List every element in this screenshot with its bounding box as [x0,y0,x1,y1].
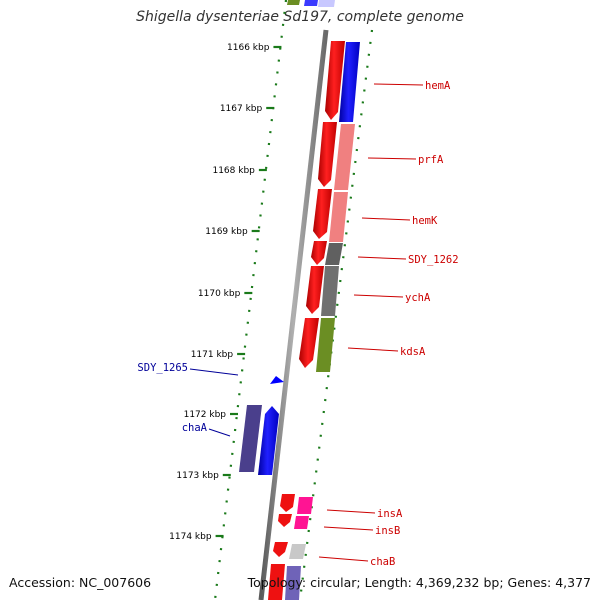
gene-prfA [334,124,355,190]
label-leader [373,83,424,86]
label-leader [323,526,374,531]
tick-guide-right [298,29,374,600]
tick-label: 1167 kbp [220,104,263,114]
tick-layer: 1166 kbp 1167 kbp 1168 kbp 1169 kbp 1170 kbp… [169,43,282,542]
gene-label: hemA [425,80,451,92]
gene-hemA [339,42,360,122]
tick-label: 1173 kbp [176,471,219,481]
tick-label: 1168 kbp [212,166,255,176]
label-leader [367,157,417,160]
gene-label: prfA [418,154,444,166]
backbone-line [258,29,329,600]
label-leader [357,256,407,260]
gene-label: insA [377,508,403,520]
gene-insB [294,516,309,529]
tick-label: 1166 kbp [227,43,270,53]
gene-kdsA [316,318,335,372]
gene-label: chaB [370,556,395,568]
gene-ychA [321,266,339,316]
gene-insB-red [278,514,292,527]
gene-chaB [289,544,306,559]
gene-label: insB [375,525,400,537]
gene-purple [239,405,262,472]
gene-red-2 [318,122,337,187]
tick-label: 1171 kbp [191,350,234,360]
gene-SDY_1262 [325,243,343,265]
label-layer: hemA prfA hemK SDY_1262 ychA kdsA insA insB chaB… [137,80,458,568]
label-leader [361,217,411,221]
label-leader [353,294,404,298]
gene-bottom-blue [285,566,301,600]
label-leader [326,509,376,514]
gene-stub-blue [304,0,318,6]
gene-red-4 [311,241,327,265]
gene-label: ychA [405,292,431,304]
gene-bottom-red [268,564,285,600]
accession-text: Accession: NC_007606 [9,575,152,590]
gene-chaA [258,406,279,475]
gene-label: SDY_1262 [408,254,459,266]
tick-label: 1169 kbp [205,227,248,237]
tick-guide-left [213,0,288,600]
gene-insA-red [280,494,295,512]
map-title: Shigella dysenteriae Sd197, complete gen… [136,9,464,25]
gene-red-1 [325,41,345,120]
label-leader [189,368,239,376]
gene-red-3 [313,189,332,239]
tick-label: 1172 kbp [184,410,227,420]
gene-insA [297,497,313,514]
tick-label: 1170 kbp [198,289,241,299]
gene-stub-green [287,0,300,5]
gene-chaB-red [273,542,288,557]
gene-label: SDY_1265 [137,362,188,374]
gene-stub-light [318,0,335,7]
gene-hemK [329,192,348,242]
gene-red-6 [299,318,319,368]
gene-red-5 [306,266,324,314]
gene-label: kdsA [400,346,426,358]
topology-text: Topology: circular; Length: 4,369,232 bp… [247,575,591,590]
gene-label: hemK [412,215,438,227]
label-leader [208,428,231,437]
gene-label: chaA [182,422,208,434]
label-leader [318,556,369,562]
gene-SDY_1265 [270,376,284,384]
tick-label: 1174 kbp [169,532,212,542]
label-leader [347,347,399,352]
